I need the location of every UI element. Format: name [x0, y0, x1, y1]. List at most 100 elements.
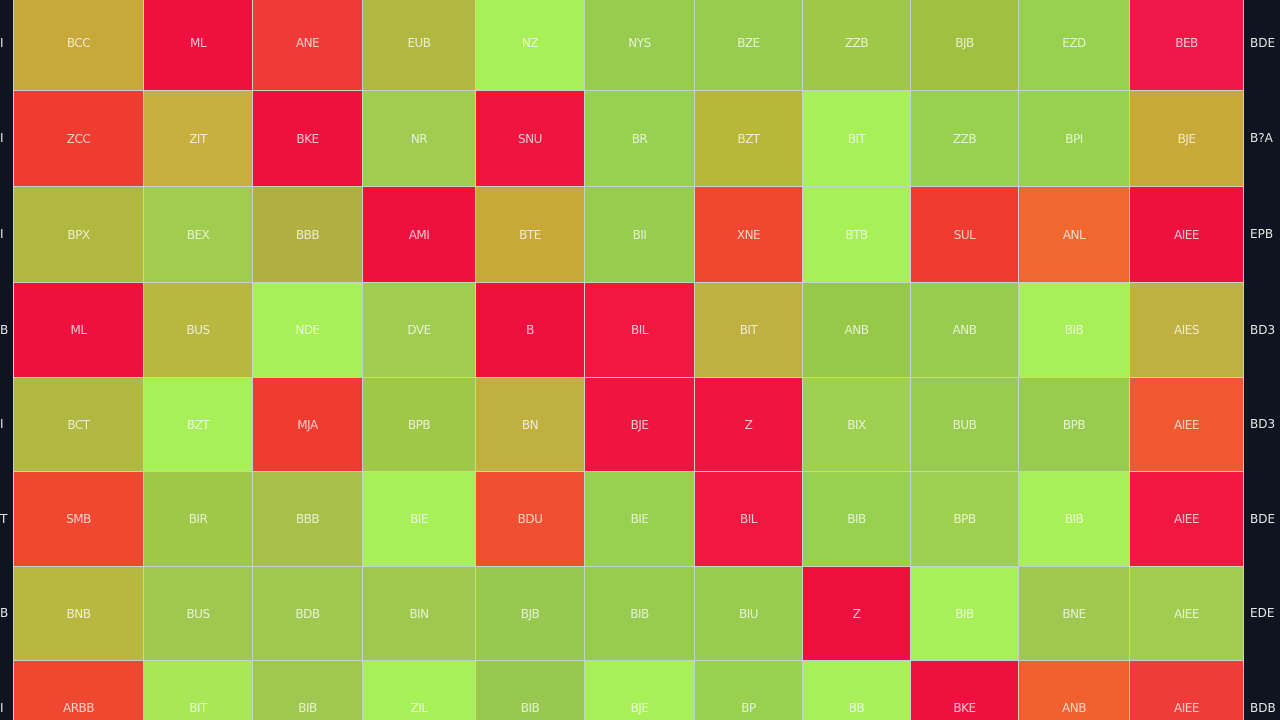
- cell: BIB: [1018, 471, 1130, 567]
- cell: BIB: [252, 660, 363, 720]
- cell: SMB: [13, 471, 144, 567]
- cell: ZCC: [13, 90, 144, 187]
- cell: BIR: [143, 471, 253, 567]
- cell: MJA: [252, 377, 363, 472]
- cell: BZE: [694, 0, 803, 91]
- cell: BIB: [910, 566, 1019, 661]
- cell: BZT: [694, 90, 803, 187]
- cell: BR: [584, 90, 695, 187]
- cell: AIEE: [1129, 186, 1244, 283]
- cell: BJE: [584, 660, 695, 720]
- cell: B: [475, 282, 585, 378]
- cell: AIES: [1129, 282, 1244, 378]
- cell: BTE: [475, 186, 585, 283]
- cell: BP: [694, 660, 803, 720]
- cell: BUS: [143, 282, 253, 378]
- cell: BDB: [252, 566, 363, 661]
- row-end-label: BDE: [1250, 511, 1276, 526]
- cell: BIT: [143, 660, 253, 720]
- cell: ZZB: [802, 0, 911, 91]
- cell: SNU: [475, 90, 585, 187]
- cell: BPB: [1018, 377, 1130, 472]
- cell: BBB: [252, 471, 363, 567]
- cell: AIEE: [1129, 660, 1244, 720]
- cell: AIEE: [1129, 566, 1244, 661]
- cell: ANE: [252, 0, 363, 91]
- cell: BJB: [910, 0, 1019, 91]
- row-end-label: BDE: [1250, 35, 1276, 50]
- cell: AIEE: [1129, 377, 1244, 472]
- row-label: I: [0, 131, 4, 145]
- cell: BII: [584, 186, 695, 283]
- row-end-label: B?A: [1250, 131, 1273, 145]
- cell: ARBB: [13, 660, 144, 720]
- cell: ANB: [1018, 660, 1130, 720]
- cell: BIL: [584, 282, 695, 378]
- row-end-label: EDE: [1250, 606, 1275, 620]
- cell: BNE: [1018, 566, 1130, 661]
- cell: BUS: [143, 566, 253, 661]
- cell: BIE: [584, 471, 695, 567]
- row-label: B: [0, 322, 9, 337]
- row-label: I: [0, 227, 4, 241]
- cell: EZD: [1018, 0, 1130, 91]
- row-end-label: BD3: [1250, 322, 1276, 337]
- cell: NZ: [475, 0, 585, 91]
- cell: Z: [694, 377, 803, 472]
- cell: BIE: [362, 471, 476, 567]
- cell: ZIT: [143, 90, 253, 187]
- cell: BIT: [694, 282, 803, 378]
- cell: BIB: [1018, 282, 1130, 378]
- cell: BDU: [475, 471, 585, 567]
- cell: BKE: [252, 90, 363, 187]
- row-end-label: BDB: [1250, 700, 1276, 715]
- cell: BN: [475, 377, 585, 472]
- cell: EUB: [362, 0, 476, 91]
- cell: BEB: [1129, 0, 1244, 91]
- cell: ML: [13, 282, 144, 378]
- cell: Z: [802, 566, 911, 661]
- cell: BPI: [1018, 90, 1130, 187]
- cell: BJE: [1129, 90, 1244, 187]
- cell: BTB: [802, 186, 911, 283]
- row-label: I: [0, 417, 4, 431]
- cell: BIT: [802, 90, 911, 187]
- cell: BJE: [584, 377, 695, 472]
- cell: BIB: [802, 471, 911, 567]
- cell: NR: [362, 90, 476, 187]
- cell: BIB: [584, 566, 695, 661]
- cell: BPX: [13, 186, 144, 283]
- cell: AIEE: [1129, 471, 1244, 567]
- row-label: T: [0, 511, 8, 526]
- cell: ML: [143, 0, 253, 91]
- cell: BB: [802, 660, 911, 720]
- cell: ZIL: [362, 660, 476, 720]
- cell: BIB: [475, 660, 585, 720]
- row-end-label: EPB: [1250, 227, 1274, 241]
- cell: BJB: [475, 566, 585, 661]
- cell: AMI: [362, 186, 476, 283]
- cell: XNE: [694, 186, 803, 283]
- cell: BIN: [362, 566, 476, 661]
- cell: BCC: [13, 0, 144, 91]
- cell: BZT: [143, 377, 253, 472]
- row-label: B: [0, 606, 9, 620]
- cell: BIL: [694, 471, 803, 567]
- row-end-label: BD3: [1250, 417, 1276, 431]
- cell: BPB: [910, 471, 1019, 567]
- cell: SUL: [910, 186, 1019, 283]
- cell: BNB: [13, 566, 144, 661]
- cell: ANB: [910, 282, 1019, 378]
- cell: BEX: [143, 186, 253, 283]
- cell: BCT: [13, 377, 144, 472]
- cell: BIX: [802, 377, 911, 472]
- cell: NYS: [584, 0, 695, 91]
- cell: BKE: [910, 660, 1019, 720]
- cell: BPB: [362, 377, 476, 472]
- cell: ANB: [802, 282, 911, 378]
- cell: ZZB: [910, 90, 1019, 187]
- cell: BBB: [252, 186, 363, 283]
- cell: DVE: [362, 282, 476, 378]
- cell: ANL: [1018, 186, 1130, 283]
